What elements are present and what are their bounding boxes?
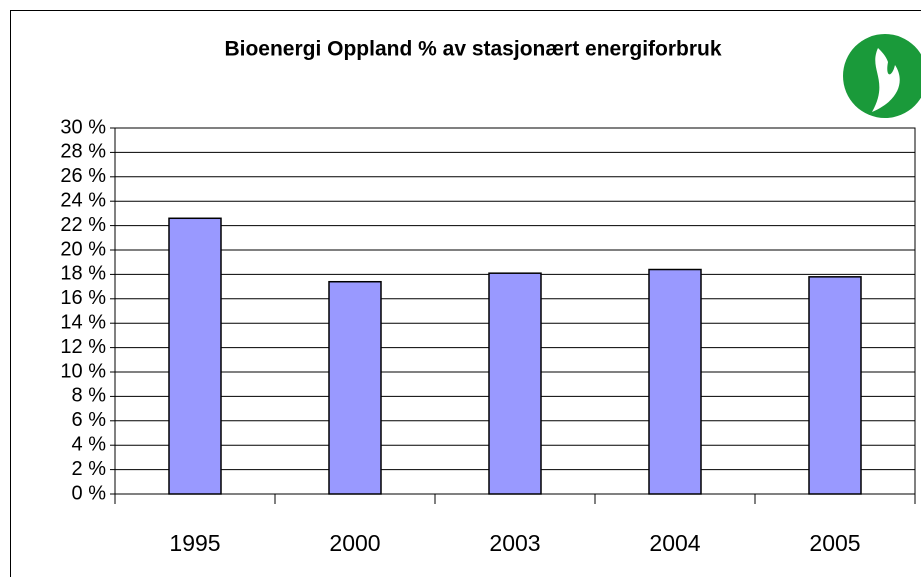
y-tick-label: 30 % <box>60 116 106 138</box>
chart-title: Bioenergi Oppland % av stasjonært energi… <box>224 38 721 61</box>
y-tick-label: 28 % <box>60 141 106 163</box>
y-tick-label: 12 % <box>60 336 106 358</box>
bar <box>488 272 542 495</box>
x-tick-label: 1995 <box>169 530 220 556</box>
bar <box>808 276 862 495</box>
x-tick-label: 2000 <box>329 530 380 556</box>
bar <box>168 217 222 495</box>
y-tick-label: 22 % <box>60 214 106 236</box>
x-tick-label: 2004 <box>649 530 700 556</box>
y-tick-label: 24 % <box>60 189 106 211</box>
bar <box>328 280 382 495</box>
x-tick-label: 2005 <box>809 530 860 556</box>
y-tick-label: 14 % <box>60 311 106 333</box>
y-tick-label: 20 % <box>60 238 106 260</box>
y-tick-label: 18 % <box>60 263 106 285</box>
y-tick-label: 26 % <box>60 165 106 187</box>
y-tick-label: 4 % <box>72 433 107 455</box>
x-tick-label: 2003 <box>489 530 540 556</box>
y-tick-label: 2 % <box>72 458 107 480</box>
y-tick-label: 16 % <box>60 287 106 309</box>
y-tick-label: 8 % <box>72 385 107 407</box>
chart-frame <box>10 10 921 577</box>
logo <box>843 34 921 118</box>
bar <box>648 268 702 495</box>
y-tick-label: 10 % <box>60 360 106 382</box>
y-tick-label: 6 % <box>72 409 107 431</box>
y-tick-label: 0 % <box>72 482 107 504</box>
